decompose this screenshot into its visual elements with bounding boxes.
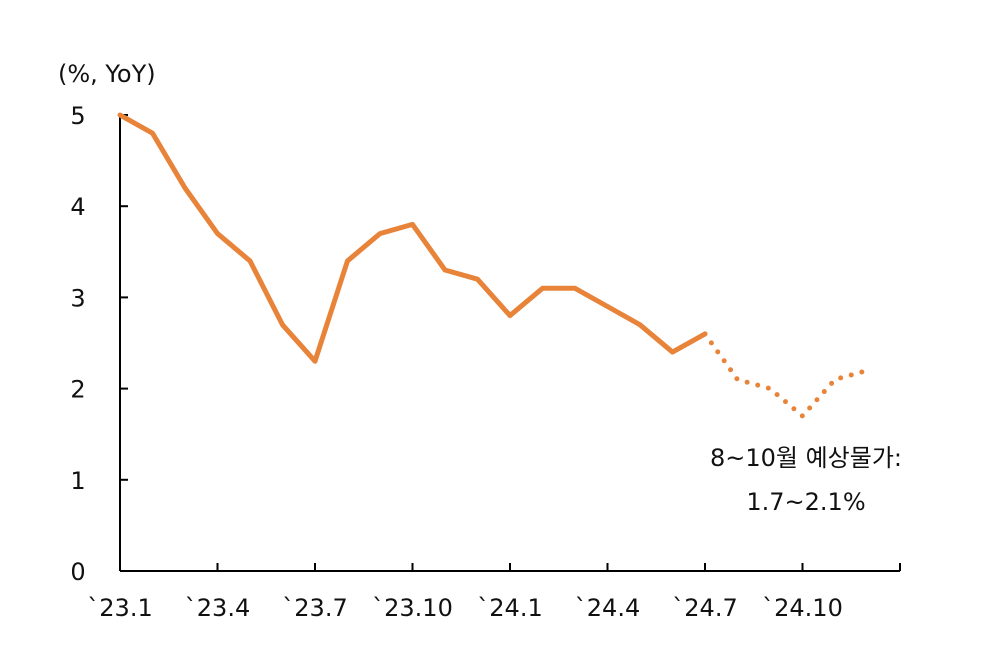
y-axis: 0 1 2 3 4 5 [70, 102, 128, 586]
x-tick-label: `24.1 [477, 594, 542, 622]
forecast-series-line [702, 331, 870, 419]
y-tick-label: 2 [70, 376, 85, 404]
series-layer [117, 112, 870, 419]
y-tick-label: 3 [70, 284, 85, 312]
x-tick-label: `23.7 [282, 594, 347, 622]
actual-series-line [117, 112, 708, 364]
x-tick-label: `24.4 [575, 594, 640, 622]
x-tick-label: `24.7 [672, 594, 737, 622]
annotation-line-2: 1.7~2.1% [746, 488, 865, 516]
x-axis: `23.1 `23.4 `23.7 `23.10 `24.1 `24.4 `24.7 `24.… [87, 563, 901, 622]
x-tick-label: `23.4 [185, 594, 250, 622]
y-tick-label: 0 [70, 558, 85, 586]
y-tick-label: 4 [70, 193, 85, 221]
y-tick-label: 5 [70, 102, 85, 130]
x-tick-label: `23.1 [87, 594, 152, 622]
x-tick-label: `23.10 [372, 594, 453, 622]
y-tick-label: 1 [70, 467, 85, 495]
y-unit-label: (%, YoY) [58, 60, 156, 88]
x-tick-label: `24.10 [762, 594, 843, 622]
annotation-line-1: 8~10월 예상물가: [710, 444, 902, 472]
